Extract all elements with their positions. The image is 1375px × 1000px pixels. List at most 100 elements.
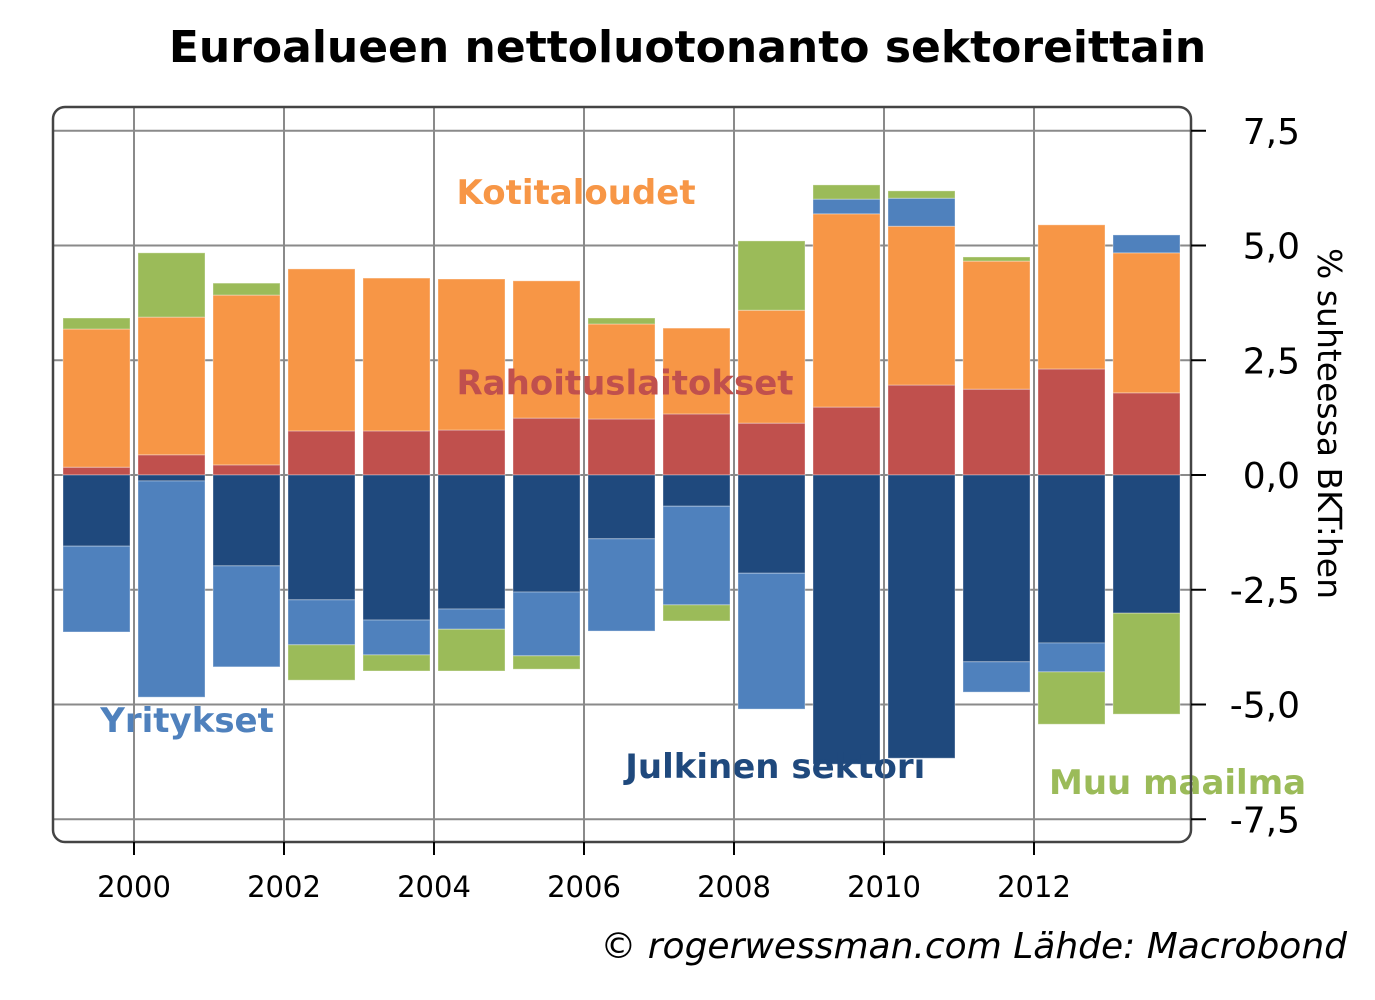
y-tick-label: 2,5 (1243, 341, 1300, 382)
bar-segment-julkinen-sektori-2001 (212, 474, 281, 567)
bars-layer (62, 184, 1181, 765)
bar-segment-muu-maailma-2000 (137, 252, 206, 318)
bar-segment-yritykset-2007 (662, 505, 731, 606)
bar-segment-julkinen-sektori-2011 (962, 474, 1031, 663)
bar-segment-rahoituslaitokset-2003 (362, 430, 431, 476)
bar-segment-muu-maailma-2006 (587, 317, 656, 325)
y-axis-label: % suhteessa BKT:hen (1310, 248, 1349, 599)
bar-segment-julkinen-sektori-2010 (887, 474, 956, 759)
series-label-yritykset: Yritykset (99, 701, 274, 741)
bar-segment-kotitaloudet-2007 (662, 327, 731, 415)
bar-segment-muu-maailma-2011 (962, 256, 1031, 262)
bar-segment-yritykset-2011 (962, 661, 1031, 693)
x-tick-label: 2004 (397, 870, 471, 904)
bar-segment-muu-maailma-2012 (1037, 671, 1106, 725)
bar-segment-kotitaloudet-2009 (812, 213, 881, 408)
bar-segment-rahoituslaitokset-2001 (212, 464, 281, 476)
x-tick-label: 2008 (697, 870, 771, 904)
bar-segment-kotitaloudet-2000 (137, 316, 206, 456)
bar-segment-kotitaloudet-2008 (737, 309, 806, 424)
bar-segment-muu-maailma-2004 (437, 628, 506, 672)
bar-segment-yritykset-2010 (887, 197, 956, 227)
x-tick-label: 2000 (97, 870, 171, 904)
grid-overlay (133, 107, 1035, 842)
x-tick-label: 2002 (247, 870, 321, 904)
bar-segment-julkinen-sektori-2012 (1037, 474, 1106, 644)
bar-segment-muu-maailma-2007 (662, 604, 731, 622)
bar-segment-rahoituslaitokset-2013 (1112, 392, 1181, 476)
bar-segment-kotitaloudet-2012 (1037, 224, 1106, 370)
series-label-kotitaloudet: Kotitaloudet (457, 173, 696, 213)
y-tick-label: 0,0 (1243, 456, 1300, 497)
bar-segment-muu-maailma-2009 (812, 184, 881, 200)
bar-segment-julkinen-sektori-2006 (587, 474, 656, 540)
y-tick-label: -7,5 (1230, 800, 1300, 841)
bar-segment-rahoituslaitokset-2008 (737, 422, 806, 476)
bar-segment-rahoituslaitokset-2009 (812, 406, 881, 476)
bar-segment-muu-maailma-2001 (212, 282, 281, 296)
annotations-layer: Kotitaloudet Rahoituslaitokset Yritykset Ju… (99, 107, 1306, 842)
chart-title: Euroalueen nettoluotonanto sektoreittain (168, 22, 1207, 73)
y-tick-label: -5,0 (1230, 686, 1300, 727)
bar-segment-rahoituslaitokset-2004 (437, 429, 506, 476)
bar-segment-kotitaloudet-2002 (287, 268, 356, 432)
bar-segment-rahoituslaitokset-2000 (137, 454, 206, 476)
bar-segment-rahoituslaitokset-2011 (962, 388, 1031, 476)
bar-segment-kotitaloudet-2006 (587, 323, 656, 420)
bar-segment-kotitaloudet-2004 (437, 278, 506, 431)
series-label-julkinen-sektori: Julkinen sektori (623, 747, 925, 787)
bar-segment-yritykset-2000 (137, 480, 206, 698)
bar-segment-rahoituslaitokset-2007 (662, 413, 731, 476)
bar-segment-rahoituslaitokset-2006 (587, 418, 656, 476)
bar-segment-rahoituslaitokset-1999 (62, 466, 131, 476)
bar-segment-yritykset-2003 (362, 619, 431, 656)
x-tick-label: 2010 (847, 870, 921, 904)
bar-segment-muu-maailma-2005 (512, 655, 581, 670)
y-tick-label: 7,5 (1243, 112, 1300, 153)
bar-segment-yritykset-1999 (62, 545, 131, 633)
bar-segment-julkinen-sektori-2013 (1112, 474, 1181, 614)
bar-segment-julkinen-sektori-1999 (62, 474, 131, 547)
bar-segment-muu-maailma-2013 (1112, 612, 1181, 715)
x-tick-label: 2012 (997, 870, 1071, 904)
bar-segment-kotitaloudet-2010 (887, 225, 956, 386)
bar-segment-muu-maailma-2003 (362, 654, 431, 672)
bar-segment-julkinen-sektori-2003 (362, 474, 431, 621)
bar-segment-kotitaloudet-1999 (62, 328, 131, 468)
series-label-muu-maailma: Muu maailma (1049, 763, 1306, 803)
y-tick-label: -2,5 (1230, 571, 1300, 612)
bar-segment-rahoituslaitokset-2002 (287, 430, 356, 476)
bar-segment-kotitaloudet-2003 (362, 277, 431, 432)
bar-segment-yritykset-2002 (287, 599, 356, 646)
bar-segment-yritykset-2013 (1112, 234, 1181, 254)
bar-segment-julkinen-sektori-2008 (737, 474, 806, 574)
series-label-rahoituslaitokset: Rahoituslaitokset (457, 364, 794, 404)
bar-segment-julkinen-sektori-2002 (287, 474, 356, 601)
bar-segment-kotitaloudet-2001 (212, 294, 281, 466)
bar-segment-muu-maailma-1999 (62, 317, 131, 330)
bar-segment-yritykset-2009 (812, 198, 881, 215)
x-axis: 2000 2002 2004 2006 2008 2010 2012 (97, 842, 1071, 904)
bar-segment-julkinen-sektori-2005 (512, 474, 581, 593)
x-tick-label: 2006 (547, 870, 621, 904)
bar-segment-yritykset-2004 (437, 608, 506, 630)
bar-segment-muu-maailma-2008 (737, 240, 806, 311)
bar-segment-yritykset-2006 (587, 538, 656, 632)
bar-segment-yritykset-2001 (212, 565, 281, 668)
bar-segment-kotitaloudet-2005 (512, 280, 581, 419)
bar-segment-rahoituslaitokset-2005 (512, 417, 581, 476)
bar-segment-rahoituslaitokset-2010 (887, 384, 956, 476)
bar-segment-yritykset-2012 (1037, 642, 1106, 673)
bar-segment-yritykset-2008 (737, 572, 806, 710)
bar-segment-kotitaloudet-2013 (1112, 252, 1181, 394)
bar-segment-muu-maailma-2002 (287, 644, 356, 681)
bar-segment-muu-maailma-2010 (887, 190, 956, 199)
bar-segment-julkinen-sektori-2004 (437, 474, 506, 610)
bar-segment-julkinen-sektori-2000 (137, 474, 206, 482)
bar-segment-rahoituslaitokset-2012 (1037, 368, 1106, 476)
y-axis: 7,5 5,0 2,5 0,0 -2,5 -5,0 -7,5 (1191, 112, 1300, 841)
bar-segment-yritykset-2005 (512, 591, 581, 657)
bar-segment-julkinen-sektori-2007 (662, 474, 731, 507)
y-tick-label: 5,0 (1243, 227, 1300, 268)
